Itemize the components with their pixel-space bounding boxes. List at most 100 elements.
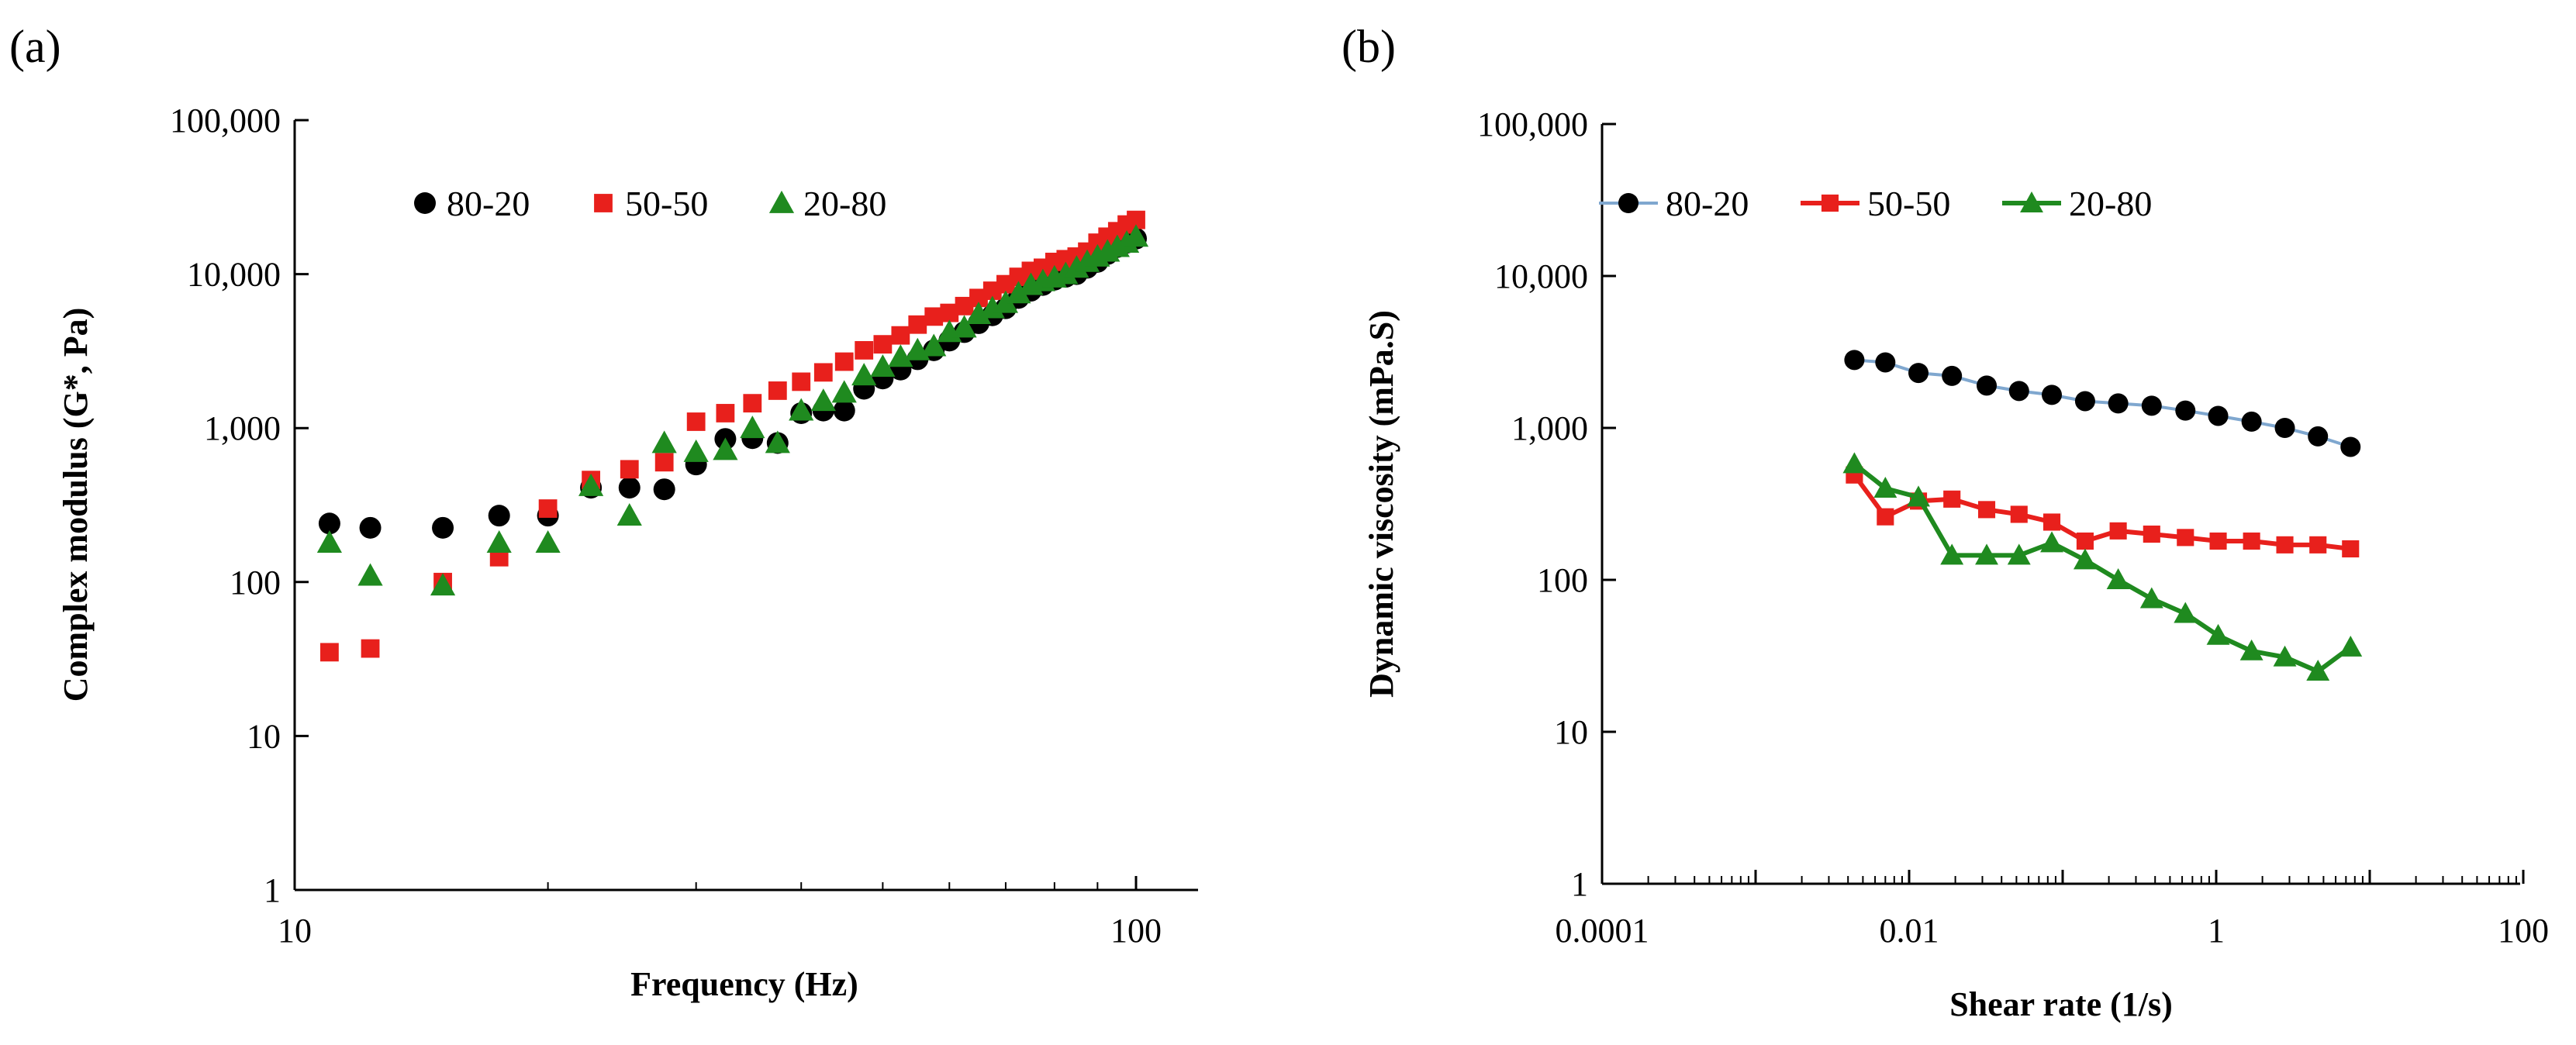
data-point-80-20 bbox=[488, 505, 510, 527]
data-point-80-20 bbox=[2208, 405, 2229, 426]
data-point-50-50 bbox=[2276, 536, 2294, 554]
legend-marker-50-50 bbox=[1821, 194, 1839, 212]
data-point-80-20 bbox=[2008, 381, 2029, 402]
data-point-20-80 bbox=[2007, 543, 2031, 565]
y-tick-label: 10 bbox=[247, 717, 281, 755]
data-point-20-80 bbox=[1123, 224, 1149, 247]
data-point-80-20 bbox=[2274, 418, 2295, 438]
data-point-20-80 bbox=[616, 503, 642, 526]
data-point-20-80 bbox=[2239, 639, 2263, 660]
panel-a-legend: 80-20 50-50 20-80 bbox=[414, 184, 886, 223]
data-point-50-50 bbox=[813, 363, 833, 382]
panel-b-x-axis-title: Shear rate (1/s) bbox=[1949, 985, 2173, 1023]
data-point-50-50 bbox=[924, 307, 944, 326]
series-50-50 bbox=[320, 210, 1145, 662]
y-tick-label: 1 bbox=[264, 871, 281, 909]
y-tick-label: 1,000 bbox=[1511, 409, 1588, 447]
data-point-20-80 bbox=[2206, 623, 2230, 645]
x-tick-label: 10 bbox=[278, 912, 312, 950]
panel-a-x-axis-title: Frequency (Hz) bbox=[630, 965, 858, 1003]
legend-item-50-50: 50-50 bbox=[1801, 184, 1950, 223]
data-point-80-20 bbox=[359, 516, 382, 539]
series-80-20 bbox=[1844, 350, 2361, 457]
data-point-20-80 bbox=[789, 398, 814, 421]
legend-marker-20-80 bbox=[2020, 191, 2043, 212]
y-tick-label: 100 bbox=[230, 564, 281, 602]
x-tick-label: 100 bbox=[2498, 912, 2549, 950]
panel-b-x-ticks: 0.0001 0.01 1 100 bbox=[1556, 870, 2549, 950]
data-point-20-80 bbox=[740, 416, 765, 439]
legend-label: 80-20 bbox=[1666, 184, 1749, 223]
data-point-80-20 bbox=[618, 477, 641, 499]
data-point-20-80 bbox=[316, 530, 343, 553]
data-point-20-80 bbox=[683, 439, 709, 462]
data-point-80-20 bbox=[432, 516, 454, 539]
data-point-50-50 bbox=[361, 639, 380, 658]
data-point-20-80 bbox=[578, 473, 604, 496]
legend-marker-80-20 bbox=[1618, 193, 1638, 213]
panel-a-series bbox=[316, 210, 1149, 662]
panel-b-series bbox=[1842, 350, 2363, 681]
x-tick-label: 0.0001 bbox=[1556, 912, 1649, 950]
data-point-50-50 bbox=[716, 404, 735, 422]
data-point-20-80 bbox=[851, 363, 877, 386]
data-point-20-80 bbox=[1064, 255, 1089, 278]
data-point-80-20 bbox=[2308, 426, 2329, 447]
data-point-80-20 bbox=[318, 512, 340, 535]
data-point-50-50 bbox=[1127, 210, 1145, 229]
data-point-80-20 bbox=[1908, 363, 1929, 384]
legend-label: 20-80 bbox=[2069, 184, 2152, 223]
data-point-80-20 bbox=[1977, 375, 1998, 396]
data-point-50-50 bbox=[2010, 505, 2028, 523]
data-point-20-80 bbox=[1873, 477, 1897, 498]
data-point-80-20 bbox=[1942, 365, 1963, 386]
legend-item-80-20: 80-20 bbox=[414, 184, 530, 223]
y-tick-label: 10,000 bbox=[1494, 257, 1588, 295]
data-point-20-80 bbox=[921, 333, 947, 357]
data-point-50-50 bbox=[743, 394, 762, 413]
data-point-20-80 bbox=[1907, 485, 1930, 507]
data-point-20-80 bbox=[2139, 587, 2163, 609]
data-point-50-50 bbox=[955, 296, 974, 316]
legend-item-50-50: 50-50 bbox=[594, 184, 708, 223]
series-50-50 bbox=[1846, 466, 2360, 558]
data-point-20-80 bbox=[430, 573, 456, 596]
legend-label: 20-80 bbox=[803, 184, 886, 223]
data-point-50-50 bbox=[2109, 522, 2127, 540]
data-point-50-50 bbox=[792, 372, 811, 391]
y-tick-label: 1 bbox=[1571, 865, 1588, 903]
data-point-20-80 bbox=[2106, 568, 2130, 589]
data-point-50-50 bbox=[1977, 501, 1996, 519]
legend-label: 50-50 bbox=[625, 184, 708, 223]
data-point-50-50 bbox=[654, 453, 674, 472]
legend-item-80-20: 80-20 bbox=[1599, 184, 1749, 223]
data-point-50-50 bbox=[1943, 490, 1961, 508]
data-point-50-50 bbox=[538, 499, 558, 518]
data-point-50-50 bbox=[2042, 513, 2061, 531]
data-point-80-20 bbox=[2241, 411, 2262, 432]
data-point-50-50 bbox=[891, 326, 910, 345]
data-point-20-80 bbox=[535, 530, 561, 553]
series-20-80 bbox=[316, 224, 1149, 596]
y-tick-label: 10,000 bbox=[187, 256, 281, 294]
x-tick-label: 1 bbox=[2208, 912, 2225, 950]
data-point-50-50 bbox=[768, 381, 787, 400]
data-point-20-80 bbox=[1842, 452, 1866, 474]
data-point-50-50 bbox=[2177, 529, 2194, 547]
data-point-20-80 bbox=[993, 290, 1019, 313]
panel-a-y-axis-title: Complex modulus (G*, Pa) bbox=[57, 308, 95, 702]
data-point-80-20 bbox=[2074, 391, 2095, 412]
data-point-80-20 bbox=[2042, 385, 2063, 405]
data-point-20-80 bbox=[870, 354, 896, 378]
data-point-50-50 bbox=[2309, 536, 2327, 554]
legend-marker-80-20 bbox=[414, 192, 436, 214]
data-point-20-80 bbox=[2073, 548, 2097, 570]
data-point-80-20 bbox=[653, 478, 675, 501]
x-tick-label: 100 bbox=[1110, 912, 1162, 950]
data-point-50-50 bbox=[873, 335, 893, 354]
series-line-80-20 bbox=[1854, 358, 2351, 449]
data-point-20-80 bbox=[713, 437, 738, 460]
data-point-20-80 bbox=[1006, 281, 1031, 304]
data-point-80-20 bbox=[2108, 393, 2129, 414]
